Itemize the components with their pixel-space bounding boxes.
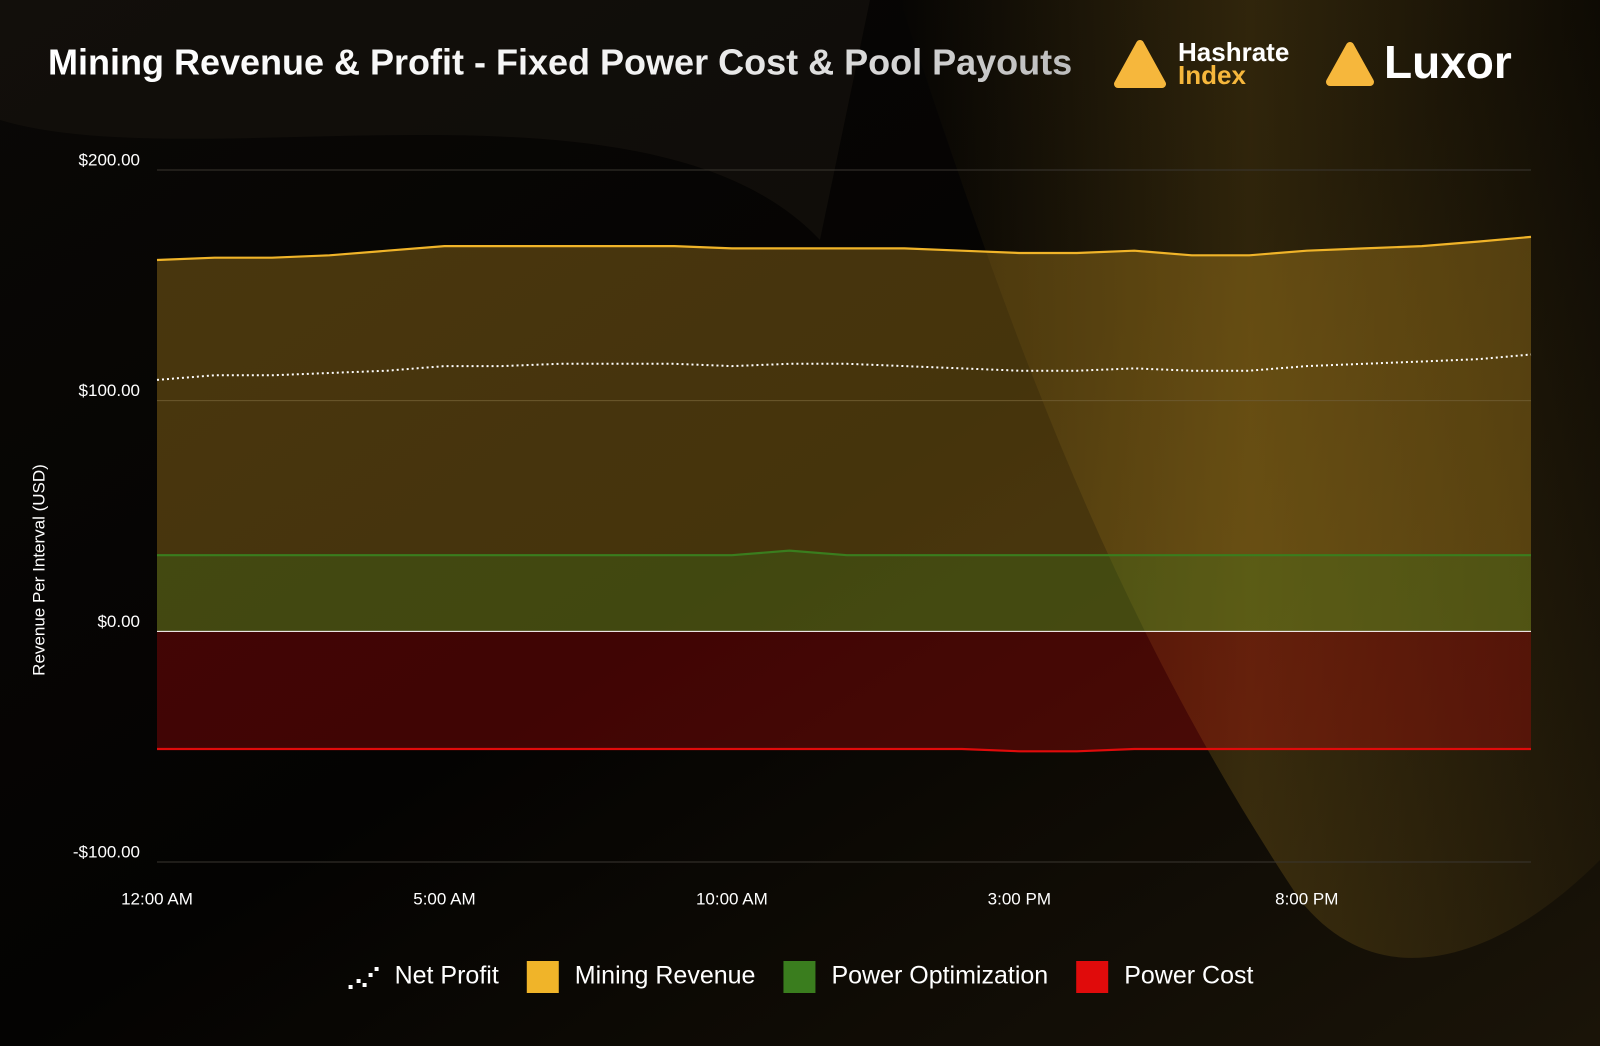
area-line	[156, 235, 1532, 262]
legend-swatch	[374, 967, 379, 971]
x-tick-label: 5:00 AM	[413, 889, 475, 908]
area-line	[157, 747, 1531, 753]
brand-name: Hashrate	[1178, 37, 1289, 67]
legend-label: Power Optimization	[831, 962, 1048, 990]
legend-swatch	[348, 985, 353, 989]
area	[157, 550, 1531, 632]
x-tick-label: 8:00 PM	[1275, 889, 1338, 908]
legend-label: Net Profit	[395, 962, 499, 990]
y-tick-label: $100.00	[79, 381, 140, 400]
legend-swatch	[368, 973, 373, 977]
brand-name: Luxor	[1384, 36, 1512, 88]
background-swoosh	[900, 0, 1600, 958]
legend-swatch	[783, 961, 816, 993]
brand-name: Index	[1178, 60, 1246, 90]
hashrate-logo: Hashrate Index	[1114, 37, 1289, 90]
logo-icon	[1114, 40, 1166, 88]
x-tick-label: 3:00 PM	[988, 889, 1051, 908]
legend-swatch	[356, 979, 361, 983]
y-tick-label: $200.00	[79, 150, 140, 169]
chart-title: Mining Revenue & Profit - Fixed Power Co…	[48, 42, 1072, 83]
legend-swatch	[1076, 961, 1109, 993]
legend-label: Power Cost	[1124, 962, 1253, 990]
area	[157, 236, 1531, 632]
x-tick-label: 10:00 AM	[696, 889, 768, 908]
luxor-logo: Luxor	[1326, 36, 1512, 88]
y-tick-label: -$100.00	[73, 842, 140, 861]
legend-swatch	[526, 961, 559, 993]
area-line	[157, 549, 1531, 557]
y-tick-label: $0.00	[97, 612, 140, 631]
line	[156, 353, 1532, 381]
logo-icon	[1326, 42, 1374, 86]
area	[157, 631, 1531, 752]
y-axis-label: Revenue Per Interval (USD)	[29, 464, 48, 676]
legend-label: Mining Revenue	[575, 962, 756, 990]
background-swoosh	[0, 0, 870, 240]
x-tick-label: 12:00 AM	[121, 889, 193, 908]
legend-swatch	[362, 983, 367, 987]
